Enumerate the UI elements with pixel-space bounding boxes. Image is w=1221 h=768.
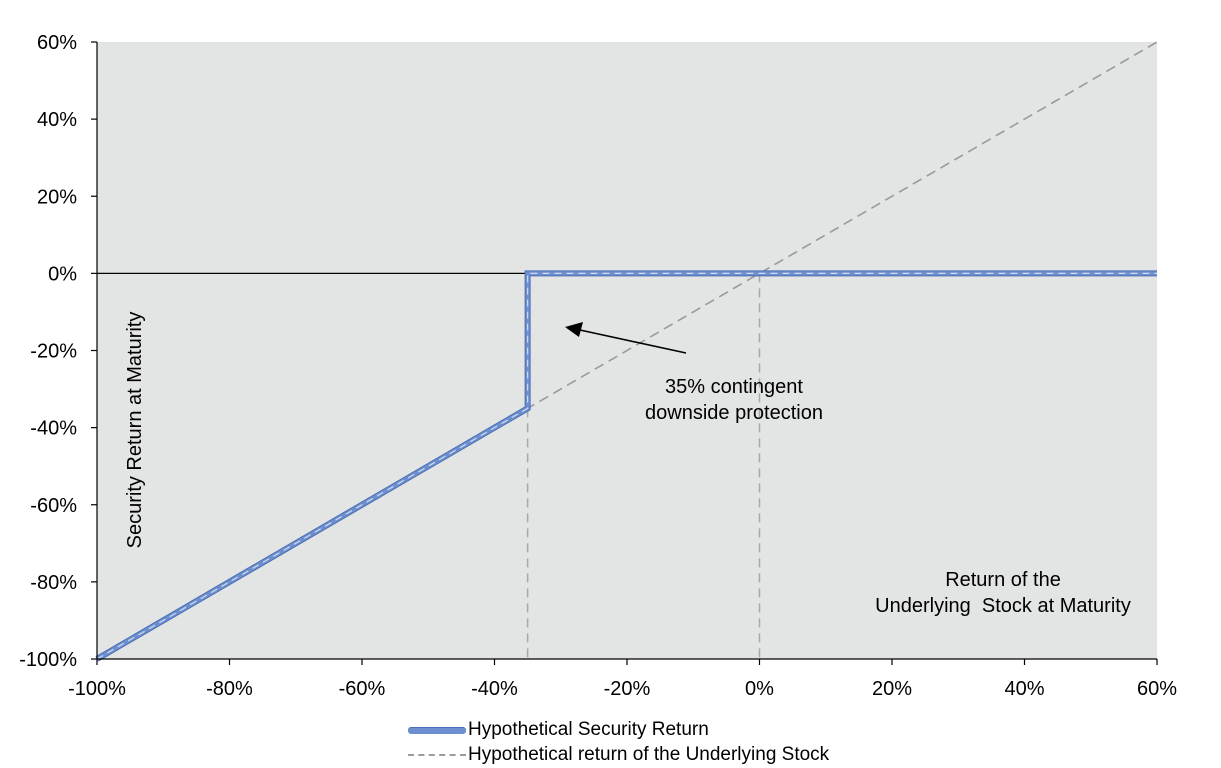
- annotation-arrow-shaft: [579, 329, 687, 354]
- x-tick-label: 20%: [872, 678, 912, 700]
- y-tick-label: -60%: [30, 495, 77, 517]
- legend: Hypothetical Security Return Hypothetica…: [408, 717, 928, 767]
- legend-label: Hypothetical return of the Underlying St…: [468, 743, 830, 765]
- y-tick-label: 40%: [37, 109, 77, 131]
- annotation-text: downside protection: [645, 402, 823, 424]
- x-tick-label: -80%: [206, 678, 253, 700]
- chart: 60% 40% 20% 0% -20% -40% -60% -80% -100% -100% -80…: [19, 32, 1177, 700]
- y-tick-label: -20%: [30, 341, 77, 363]
- x-axis-label: Underlying Stock at Maturity: [875, 595, 1131, 617]
- y-tick-label: -80%: [30, 572, 77, 594]
- x-tick-label: -60%: [339, 678, 386, 700]
- x-tick-label: 40%: [1004, 678, 1044, 700]
- y-tick-label: -40%: [30, 418, 77, 440]
- series-line-security-return-overlay: [96, 272, 1157, 660]
- x-tick-label: -100%: [68, 678, 126, 700]
- annotation-text: 35% contingent: [665, 376, 803, 398]
- x-tick-label: 0%: [745, 678, 774, 700]
- legend-swatch-dashed: [408, 751, 466, 759]
- y-tick-label: 0%: [48, 263, 77, 285]
- x-tick-label: -40%: [471, 678, 518, 700]
- legend-item-security-return: Hypothetical Security Return: [408, 717, 928, 742]
- x-tick-label: 60%: [1137, 678, 1177, 700]
- y-tick-label: -100%: [19, 649, 77, 671]
- y-tick-label: 20%: [37, 186, 77, 208]
- x-tick-label: -20%: [604, 678, 651, 700]
- y-tick-label: 60%: [37, 32, 77, 54]
- x-axis-label: Return of the: [945, 569, 1061, 591]
- legend-item-underlying-return: Hypothetical return of the Underlying St…: [408, 742, 928, 767]
- series-line-underlying-stock: [96, 41, 1158, 660]
- y-axis-label: Security Return at Maturity: [124, 312, 146, 549]
- legend-label: Hypothetical Security Return: [468, 718, 709, 740]
- legend-swatch-solid: [408, 726, 466, 734]
- annotation-arrow-head: [565, 322, 583, 337]
